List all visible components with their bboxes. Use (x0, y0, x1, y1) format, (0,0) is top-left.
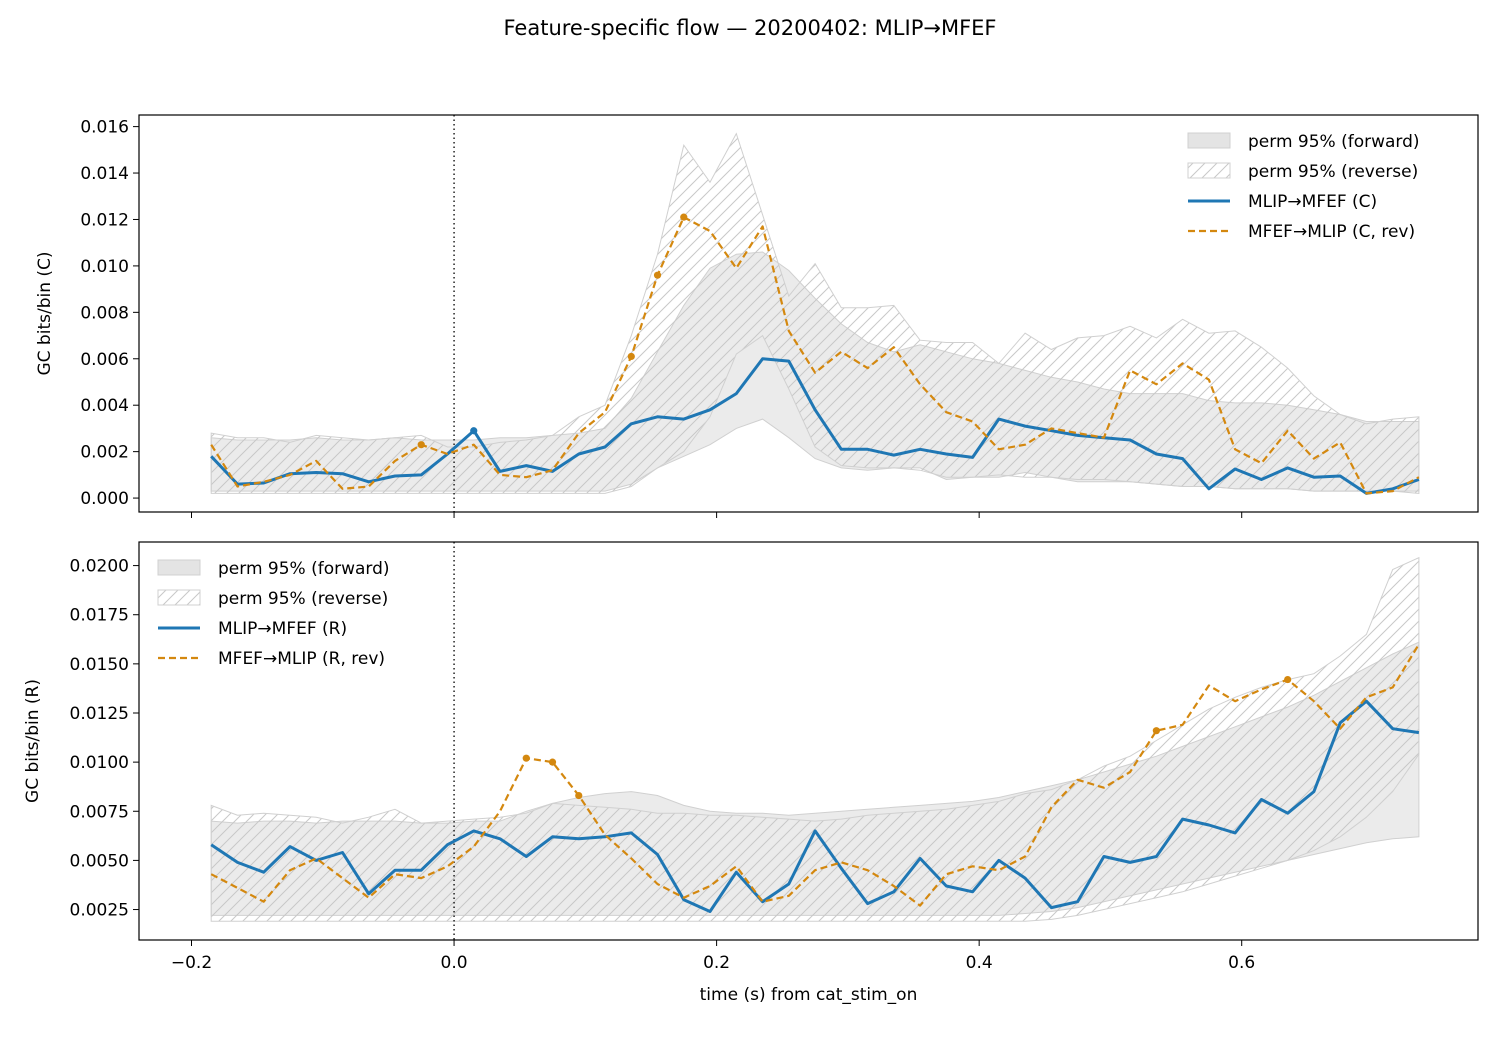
legend-label: perm 95% (reverse) (1248, 162, 1418, 182)
significance-marker (548, 758, 557, 766)
significance-marker (470, 427, 478, 435)
legend-label: MLIP→MFEF (R) (218, 619, 347, 639)
legend-label: perm 95% (forward) (1248, 132, 1420, 152)
band-reverse (210, 556, 1420, 922)
y-tick-label: 0.000 (80, 489, 129, 509)
legend-item: perm 95% (forward) (1187, 132, 1420, 152)
series-line-forward (210, 357, 1420, 495)
significance-marker (1152, 727, 1160, 735)
band-reverse (210, 132, 1420, 494)
legend-swatch-forward-band (1187, 132, 1231, 149)
y-tick-label: 0.0125 (70, 704, 129, 724)
y-tick-label: 0.010 (80, 257, 129, 277)
x-axis-label: time (s) from cat_stim_on (700, 985, 918, 1005)
x-tick-label: 0.6 (1228, 953, 1255, 973)
y-tick-label: 0.004 (80, 396, 129, 416)
x-tick-label: 0.0 (441, 953, 468, 973)
y-axis-label: GC bits/bin (C) (35, 251, 55, 375)
y-tick-label: 0.0175 (70, 606, 129, 626)
axes-frame (138, 541, 1479, 941)
significance-marker (680, 213, 688, 221)
significance-marker (653, 271, 662, 279)
legend-swatch-reverse-band (157, 589, 201, 606)
legend-item: MFEF→MLIP (C, rev) (1188, 222, 1415, 242)
legend-label: MFEF→MLIP (R, rev) (218, 649, 385, 669)
axes-frame (138, 114, 1479, 513)
y-tick-label: 0.012 (80, 210, 129, 230)
legend-item: perm 95% (reverse) (157, 589, 388, 609)
y-tick-label: 0.006 (80, 350, 129, 370)
significance-marker (627, 352, 635, 361)
legend-item: perm 95% (reverse) (1187, 162, 1418, 182)
x-tick-label: 0.4 (966, 953, 993, 973)
y-tick-label: 0.002 (80, 443, 129, 463)
y-tick-label: 0.0200 (70, 557, 129, 577)
significance-marker (522, 754, 530, 762)
legend-item: perm 95% (forward) (157, 559, 390, 579)
panel-top: 0.000 0.002 0.004 0.006 0.008 0.010 0.012 0.014… (35, 114, 1479, 518)
x-tick-label: 0.2 (703, 953, 730, 973)
y-tick-label: 0.014 (80, 164, 129, 184)
significance-marker (575, 791, 583, 800)
legend-swatch-forward-band (157, 559, 201, 576)
x-tick-label: −0.2 (171, 953, 212, 973)
legend: perm 95% (forward) perm 95% (reverse) MLIP… (157, 559, 390, 669)
significance-marker (1284, 675, 1292, 684)
y-tick-label: 0.0100 (70, 753, 129, 773)
legend-label: MLIP→MFEF (C) (1248, 192, 1377, 212)
legend-swatch-reverse-band (1187, 162, 1231, 179)
y-tick-label: 0.016 (80, 118, 129, 138)
series-line-reverse (210, 643, 1420, 907)
legend: perm 95% (forward) perm 95% (reverse) MLIP… (1187, 132, 1420, 242)
legend-item: MLIP→MFEF (C) (1188, 192, 1377, 212)
panel-bottom: 0.0025 0.0050 0.0075 0.0100 0.0125 0.0150 0.01… (23, 541, 1479, 1005)
y-tick-label: 0.008 (80, 303, 129, 323)
legend-label: perm 95% (forward) (218, 559, 390, 579)
series-line-reverse (210, 216, 1420, 495)
y-tick-label: 0.0075 (70, 802, 129, 822)
legend-item: MFEF→MLIP (R, rev) (158, 649, 385, 669)
figure-title: Feature-specific flow — 20200402: MLIP→M… (503, 16, 997, 40)
y-tick-label: 0.0050 (70, 851, 129, 871)
legend-label: MFEF→MLIP (C, rev) (1248, 222, 1415, 242)
legend-item: MLIP→MFEF (R) (158, 619, 347, 639)
y-axis-label: GC bits/bin (R) (23, 679, 43, 803)
legend-label: perm 95% (reverse) (218, 589, 388, 609)
y-tick-label: 0.0150 (70, 655, 129, 675)
significance-marker (417, 441, 425, 449)
y-tick-label: 0.0025 (70, 901, 129, 921)
series-line-forward (210, 699, 1420, 913)
